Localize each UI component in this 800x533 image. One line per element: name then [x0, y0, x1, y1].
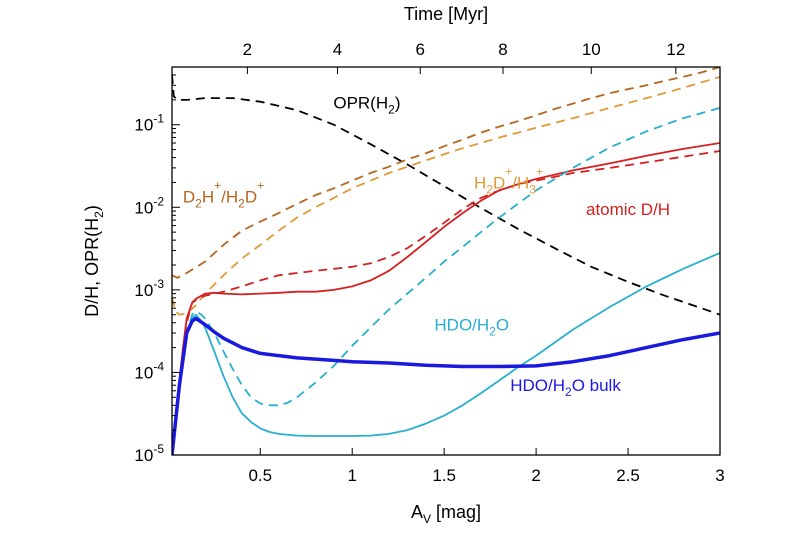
top-tick-label: 12: [666, 40, 685, 59]
series-label-bulk: HDO/H2O bulk: [510, 376, 621, 399]
series-layer: [172, 67, 720, 455]
series-label-atomic: atomic D/H: [586, 200, 670, 219]
y-axis-title: D/H, OPR(H2): [82, 205, 106, 317]
x-tick-label: 1.5: [432, 466, 456, 485]
y-tick-label: 10-2: [134, 194, 164, 217]
x-tick-label: 1: [347, 466, 356, 485]
left-axis: 10-5 10-4 10-3 10-2 10-1: [134, 66, 180, 465]
y-tick-label: 10-5: [134, 442, 164, 465]
plot-area: [171, 66, 721, 456]
top-tick-label: 4: [333, 40, 342, 59]
top-tick-label: 6: [416, 40, 425, 59]
series-label-h2d: H2D+/H3+: [474, 164, 543, 196]
y-tick-label: 10-3: [134, 277, 164, 300]
series-line-0: [172, 74, 720, 316]
top-tick-label: 10: [582, 40, 601, 59]
series-line-7: [172, 316, 720, 455]
top-tick-label: 2: [243, 40, 252, 59]
annotations: OPR(H2) D2H+/H2D+ H2D+/H3+ atomic D/H HDO/H2…: [183, 94, 670, 400]
x-tick-label: 2: [531, 466, 540, 485]
series-label-hdo: HDO/H2O: [434, 316, 509, 339]
top-axis: 2 4 6 8 10 12: [243, 40, 685, 74]
series-label-d2h: D2H+/H2D+: [183, 179, 264, 211]
x-axis-title: AV [mag]: [411, 502, 481, 526]
y-tick-label: 10-4: [134, 359, 164, 382]
x-tick-label: 2.5: [616, 466, 640, 485]
top-axis-title: Time [Myr]: [404, 4, 488, 24]
series-label-opr: OPR(H2): [333, 94, 400, 117]
series-line-5: [172, 107, 720, 455]
top-tick-label: 8: [498, 40, 507, 59]
y-tick-label: 10-1: [134, 112, 164, 135]
x-tick-label: 3: [715, 466, 724, 485]
bottom-axis: 0.5 1 1.5 2 2.5 3: [248, 448, 725, 485]
series-line-6: [172, 252, 720, 455]
x-tick-label: 0.5: [248, 466, 272, 485]
series-line-1: [172, 67, 720, 279]
plot-frame: [171, 66, 721, 456]
series-line-4: [172, 142, 720, 455]
